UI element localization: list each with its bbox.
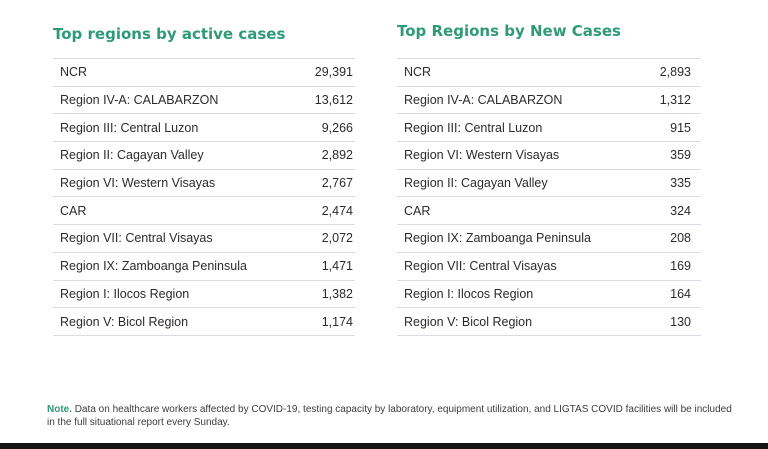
table-row: Region VII: Central Visayas 169 [397,252,701,281]
table-row: Region II: Cagayan Valley 2,892 [53,141,355,170]
bottom-border [0,443,768,449]
table-row: NCR 2,893 [397,58,701,87]
region-name: CAR [397,196,648,226]
case-count: 1,471 [303,252,355,281]
case-count: 9,266 [303,113,355,143]
case-count: 29,391 [303,58,355,87]
region-name: Region VII: Central Visayas [397,252,648,281]
region-name: Region I: Ilocos Region [53,280,304,309]
region-name: CAR [53,196,304,226]
region-name: Region VI: Western Visayas [53,169,304,198]
new-cases-table: NCR 2,893 Region IV-A: CALABARZON 1,312 Re… [397,58,701,336]
table-row: Region III: Central Luzon 9,266 [53,113,355,143]
region-name: NCR [397,58,648,87]
table-row: Region IX: Zamboanga Peninsula 208 [397,224,701,253]
new-cases-title: Top Regions by New Cases [397,22,621,40]
table-row: CAR 324 [397,196,701,226]
case-count: 324 [647,196,701,226]
case-count: 359 [647,141,701,170]
active-cases-title: Top regions by active cases [53,25,286,43]
table-row: Region V: Bicol Region 130 [397,307,701,336]
note-text: Data on healthcare workers affected by C… [47,404,732,428]
region-name: NCR [53,58,304,87]
region-name: Region III: Central Luzon [397,113,648,143]
table-row: Region I: Ilocos Region 1,382 [53,280,355,309]
table-row: Region II: Cagayan Valley 335 [397,169,701,198]
table-row: Region VI: Western Visayas 2,767 [53,169,355,198]
table-row: Region IV-A: CALABARZON 1,312 [397,86,701,115]
table-row: Region VI: Western Visayas 359 [397,141,701,170]
case-count: 2,893 [647,58,701,87]
active-cases-panel: Top regions by active cases NCR 29,391 Re… [53,24,355,336]
case-count: 1,382 [303,280,355,309]
case-count: 2,072 [303,224,355,253]
case-count: 2,892 [303,141,355,170]
case-count: 169 [647,252,701,281]
case-count: 2,767 [303,169,355,198]
region-name: Region IX: Zamboanga Peninsula [53,252,304,281]
case-count: 915 [647,113,701,143]
new-cases-panel: Top Regions by New Cases NCR 2,893 Region… [397,22,701,336]
region-name: Region IV-A: CALABARZON [53,86,304,115]
table-row: Region IX: Zamboanga Peninsula 1,471 [53,252,355,281]
case-count: 13,612 [303,86,355,115]
case-count: 1,312 [647,86,701,115]
table-row: Region VII: Central Visayas 2,072 [53,224,355,253]
note-label: Note. [47,404,72,415]
case-count: 164 [647,280,701,309]
active-cases-table: NCR 29,391 Region IV-A: CALABARZON 13,612 … [53,58,355,336]
region-name: Region II: Cagayan Valley [397,169,648,198]
region-name: Region IV-A: CALABARZON [397,86,648,115]
region-name: Region I: Ilocos Region [397,280,648,309]
table-row: Region III: Central Luzon 915 [397,113,701,143]
region-name: Region VII: Central Visayas [53,224,304,253]
table-row: Region IV-A: CALABARZON 13,612 [53,86,355,115]
region-name: Region V: Bicol Region [53,307,304,336]
region-name: Region III: Central Luzon [53,113,304,143]
table-row: NCR 29,391 [53,58,355,87]
table-row: Region I: Ilocos Region 164 [397,280,701,309]
case-count: 208 [647,224,701,253]
case-count: 2,474 [303,196,355,226]
region-name: Region VI: Western Visayas [397,141,648,170]
region-name: Region II: Cagayan Valley [53,141,304,170]
footnote: Note. Data on healthcare workers affecte… [47,403,737,429]
table-row: CAR 2,474 [53,196,355,226]
region-name: Region IX: Zamboanga Peninsula [397,224,648,253]
case-count: 1,174 [303,307,355,336]
case-count: 130 [647,307,701,336]
region-name: Region V: Bicol Region [397,307,648,336]
case-count: 335 [647,169,701,198]
table-row: Region V: Bicol Region 1,174 [53,307,355,336]
